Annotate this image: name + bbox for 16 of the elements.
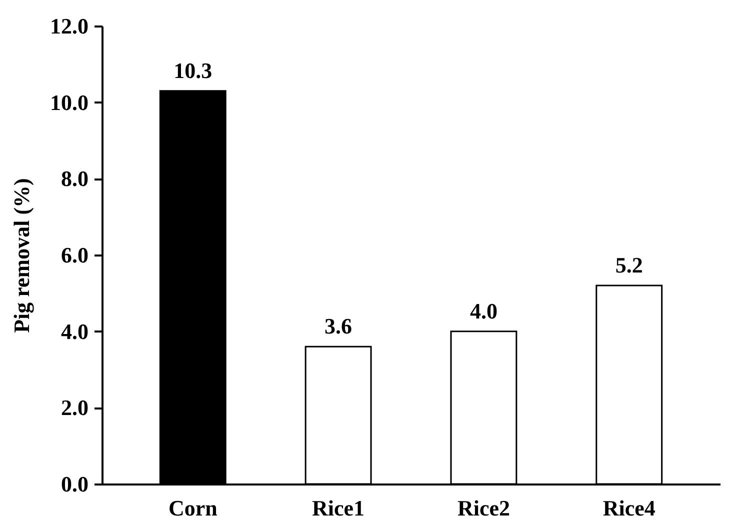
x-tick-label: Corn — [168, 496, 218, 520]
data-label: 3.6 — [324, 314, 352, 339]
x-tick-label: Rice4 — [602, 496, 656, 520]
y-tick-label: 10.0 — [50, 90, 88, 115]
data-label: 10.3 — [174, 58, 212, 83]
x-tick-label: Rice1 — [312, 496, 365, 520]
y-tick-label: 2.0 — [61, 395, 88, 420]
y-tick-label: 6.0 — [61, 242, 88, 268]
y-tick-label: 8.0 — [61, 166, 88, 192]
y-tick-label: 0.0 — [61, 472, 88, 496]
x-tick-label: Rice2 — [457, 496, 510, 520]
y-axis-title: Pig removal (%) — [9, 178, 34, 333]
data-label: 5.2 — [615, 252, 643, 278]
y-tick-label: 12.0 — [50, 14, 88, 38]
data-label: 4.0 — [470, 298, 498, 324]
y-tick-label: 4.0 — [61, 318, 88, 344]
